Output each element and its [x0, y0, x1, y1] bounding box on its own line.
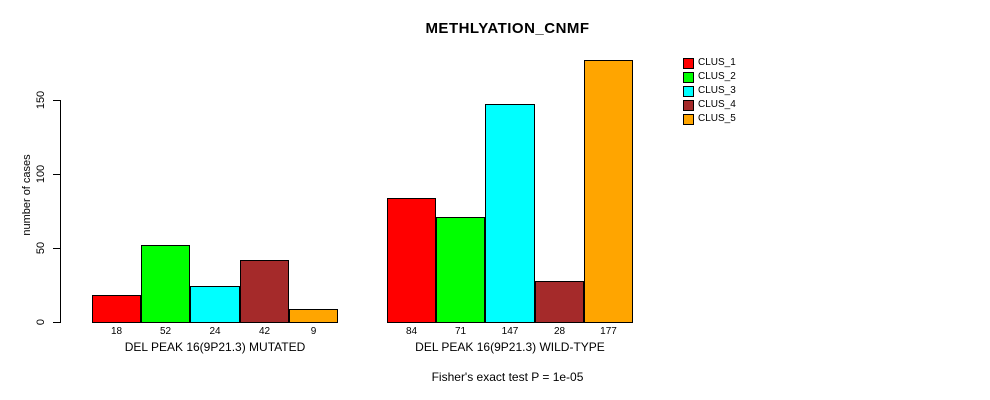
bar-value-label: 147	[501, 326, 519, 337]
y-tick-label: 150	[35, 90, 47, 110]
y-tick-label: 0	[35, 318, 47, 326]
y-axis-line	[60, 100, 61, 323]
bar-clus_1	[387, 198, 436, 323]
y-axis-label: number of cases	[21, 154, 33, 236]
bar-value-label: 177	[600, 326, 617, 337]
legend-label-clus_4: CLUS_4	[698, 99, 736, 110]
bar-value-label: 18	[110, 326, 123, 337]
y-tick-mark	[53, 100, 60, 101]
y-tick-label: 100	[35, 164, 47, 184]
bar-value-label: 52	[159, 326, 172, 337]
bar-clus_4	[535, 281, 584, 323]
x-category-label: DEL PEAK 16(9P21.3) WILD-TYPE	[415, 340, 605, 354]
bar-value-label: 28	[553, 326, 566, 337]
y-tick-mark	[53, 248, 60, 249]
legend-swatch-clus_3	[683, 86, 694, 97]
bar-value-label: 71	[454, 326, 467, 337]
bar-clus_5	[584, 60, 633, 323]
legend-label-clus_1: CLUS_1	[698, 57, 736, 68]
legend-label-clus_5: CLUS_5	[698, 113, 736, 124]
legend-swatch-clus_1	[683, 58, 694, 69]
legend-swatch-clus_4	[683, 100, 694, 111]
bar-clus_3	[190, 286, 240, 323]
chart-title: METHLYATION_CNMF	[425, 20, 590, 37]
bar-clus_1	[92, 295, 141, 323]
bar-clus_2	[141, 245, 190, 323]
bar-clus_2	[436, 217, 485, 323]
bar-value-label: 24	[209, 326, 221, 337]
x-category-label: DEL PEAK 16(9P21.3) MUTATED	[124, 340, 306, 354]
bar-value-label: 9	[310, 326, 317, 337]
bar-value-label: 42	[258, 326, 271, 337]
bar-clus_4	[240, 260, 289, 323]
y-tick-label: 50	[35, 241, 47, 255]
y-tick-mark	[53, 322, 60, 323]
legend-label-clus_3: CLUS_3	[698, 85, 736, 96]
legend-swatch-clus_5	[683, 114, 694, 125]
bar-clus_3	[485, 104, 535, 323]
bar-clus_5	[289, 309, 338, 323]
y-tick-mark	[53, 174, 60, 175]
bar-value-label: 84	[405, 326, 418, 337]
legend-swatch-clus_2	[683, 72, 694, 83]
legend-label-clus_2: CLUS_2	[698, 71, 736, 82]
footnote-fisher-test: Fisher's exact test P = 1e-05	[431, 370, 584, 384]
